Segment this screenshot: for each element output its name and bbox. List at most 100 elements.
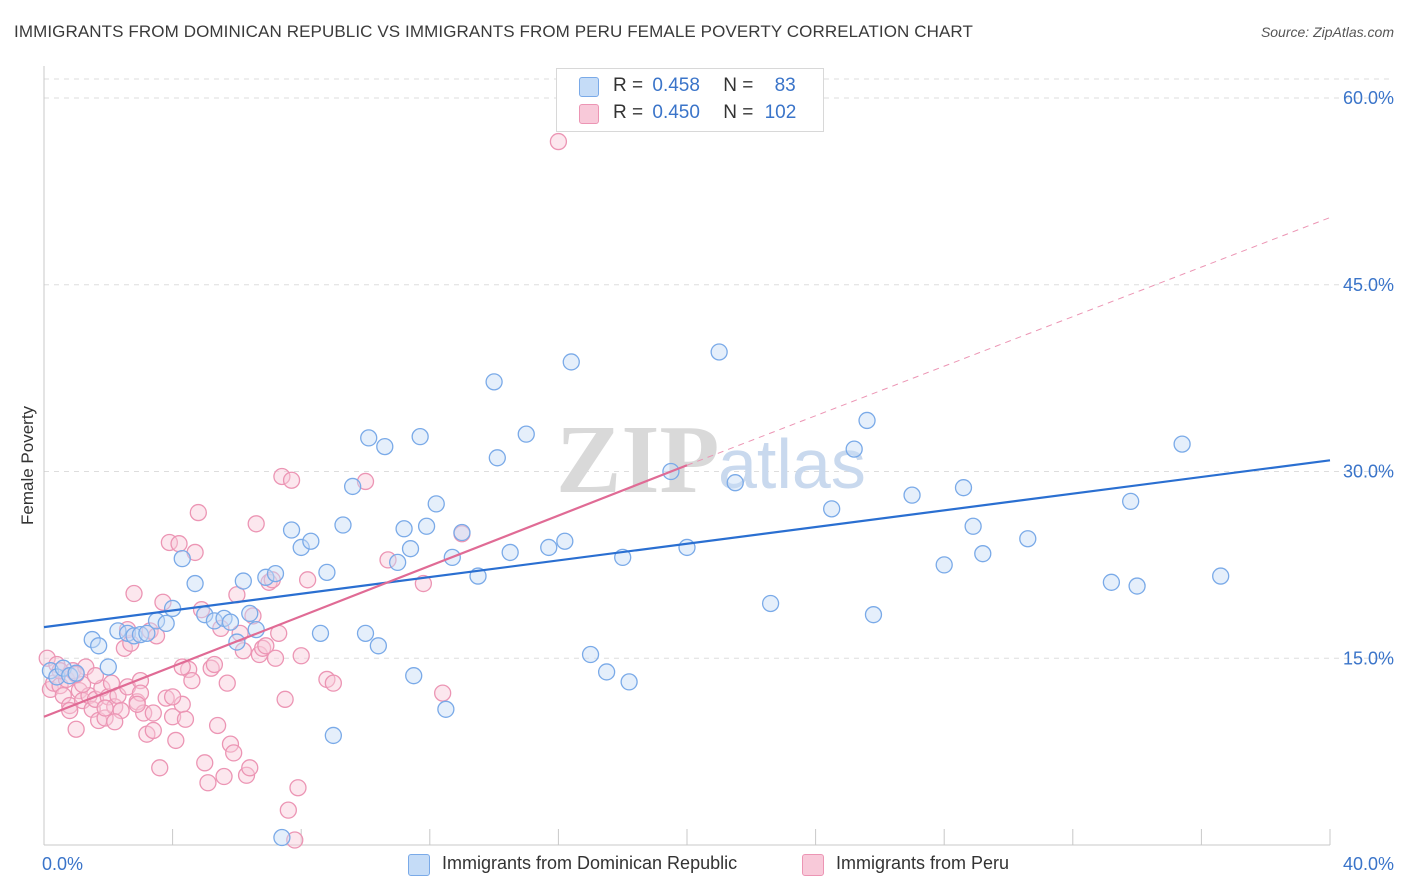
data-point [131, 625, 150, 644]
data-point [96, 709, 114, 727]
data-point [157, 689, 175, 707]
data-point [273, 828, 291, 847]
data-point [67, 720, 85, 738]
data-point [257, 637, 275, 655]
n-label: N = [723, 102, 754, 123]
data-point [360, 429, 378, 447]
data-point [199, 774, 217, 792]
data-point [620, 673, 638, 691]
axes [43, 66, 1331, 846]
watermark-zip: ZIP [556, 406, 719, 514]
watermark-atlas: atlas [718, 425, 866, 503]
data-point [417, 517, 436, 535]
data-point [86, 667, 105, 685]
data-point [864, 606, 883, 624]
data-point [343, 477, 362, 496]
data-point [167, 731, 185, 750]
n-label: N = [723, 75, 754, 96]
data-point [324, 726, 343, 745]
data-point [405, 667, 423, 685]
data-point [205, 655, 224, 674]
data-point [356, 624, 375, 642]
data-point [154, 593, 172, 611]
legend-label-peru: Immigrants from Peru [836, 853, 1010, 873]
data-point [282, 471, 301, 489]
data-point [106, 713, 124, 731]
legend-swatch-pink [802, 854, 824, 876]
legend-swatch-blue [408, 854, 430, 876]
correlation-legend: R = 0.458 N = 83 R = 0.450 N = 102 [556, 68, 824, 132]
data-point [273, 467, 291, 486]
data-point [388, 553, 407, 572]
trend-line-peru-extension [686, 217, 1331, 466]
data-point [395, 520, 413, 538]
series-dominican-points [41, 343, 1230, 847]
series-peru-points [38, 132, 568, 849]
data-point [376, 437, 394, 456]
data-point [1019, 530, 1037, 548]
data-point [414, 574, 433, 593]
y-tick-label: 15.0% [1343, 648, 1394, 668]
data-point [710, 343, 728, 361]
source-label: Source: ZipAtlas.com [1260, 24, 1394, 40]
data-point [218, 674, 236, 692]
data-point [67, 664, 85, 682]
data-point [138, 624, 156, 642]
y-axis-label: Female Poverty [18, 405, 37, 525]
data-point [286, 831, 304, 849]
data-point [125, 627, 143, 645]
data-point [1102, 573, 1121, 591]
data-point [356, 472, 375, 491]
data-point [597, 663, 616, 681]
trend-lines [43, 217, 1331, 718]
data-point [99, 658, 117, 676]
data-point [208, 716, 227, 735]
data-point [488, 449, 506, 467]
data-point [144, 721, 162, 740]
data-point [311, 624, 330, 642]
data-point [369, 637, 388, 655]
r-value: 0.458 [652, 75, 700, 96]
data-point [434, 684, 452, 702]
data-point [401, 540, 420, 558]
data-point [334, 516, 352, 534]
data-point [298, 571, 317, 589]
data-point [1212, 567, 1230, 585]
data-point [221, 613, 240, 631]
data-point [276, 690, 294, 708]
data-point [1122, 492, 1140, 511]
data-point [556, 532, 574, 550]
data-point [485, 373, 503, 391]
data-point [903, 486, 921, 504]
trend-line-dominican [43, 459, 1331, 629]
data-point [726, 474, 744, 492]
data-point [41, 662, 60, 680]
data-point [151, 759, 169, 777]
data-point [131, 684, 150, 702]
data-point [302, 532, 320, 550]
data-point [241, 604, 259, 623]
data-point [125, 584, 143, 603]
legend-label-dominican: Immigrants from Dominican Republic [442, 853, 738, 873]
data-point [128, 695, 146, 713]
data-point [83, 630, 101, 649]
legend-swatch-blue [579, 77, 599, 97]
data-point [183, 672, 201, 690]
data-point [189, 503, 207, 522]
data-point [562, 353, 580, 371]
data-point [170, 535, 188, 553]
data-point [845, 440, 863, 458]
data-point [257, 568, 275, 586]
gridlines [44, 78, 1394, 659]
trend-line-peru [43, 464, 688, 718]
data-point [974, 545, 992, 563]
data-point [823, 500, 841, 518]
data-point [954, 479, 973, 497]
data-point [48, 668, 66, 686]
r-value: 0.450 [652, 102, 700, 123]
r-label: R = [613, 75, 644, 96]
data-point [282, 521, 301, 539]
data-point [964, 517, 982, 535]
data-point [935, 556, 953, 574]
